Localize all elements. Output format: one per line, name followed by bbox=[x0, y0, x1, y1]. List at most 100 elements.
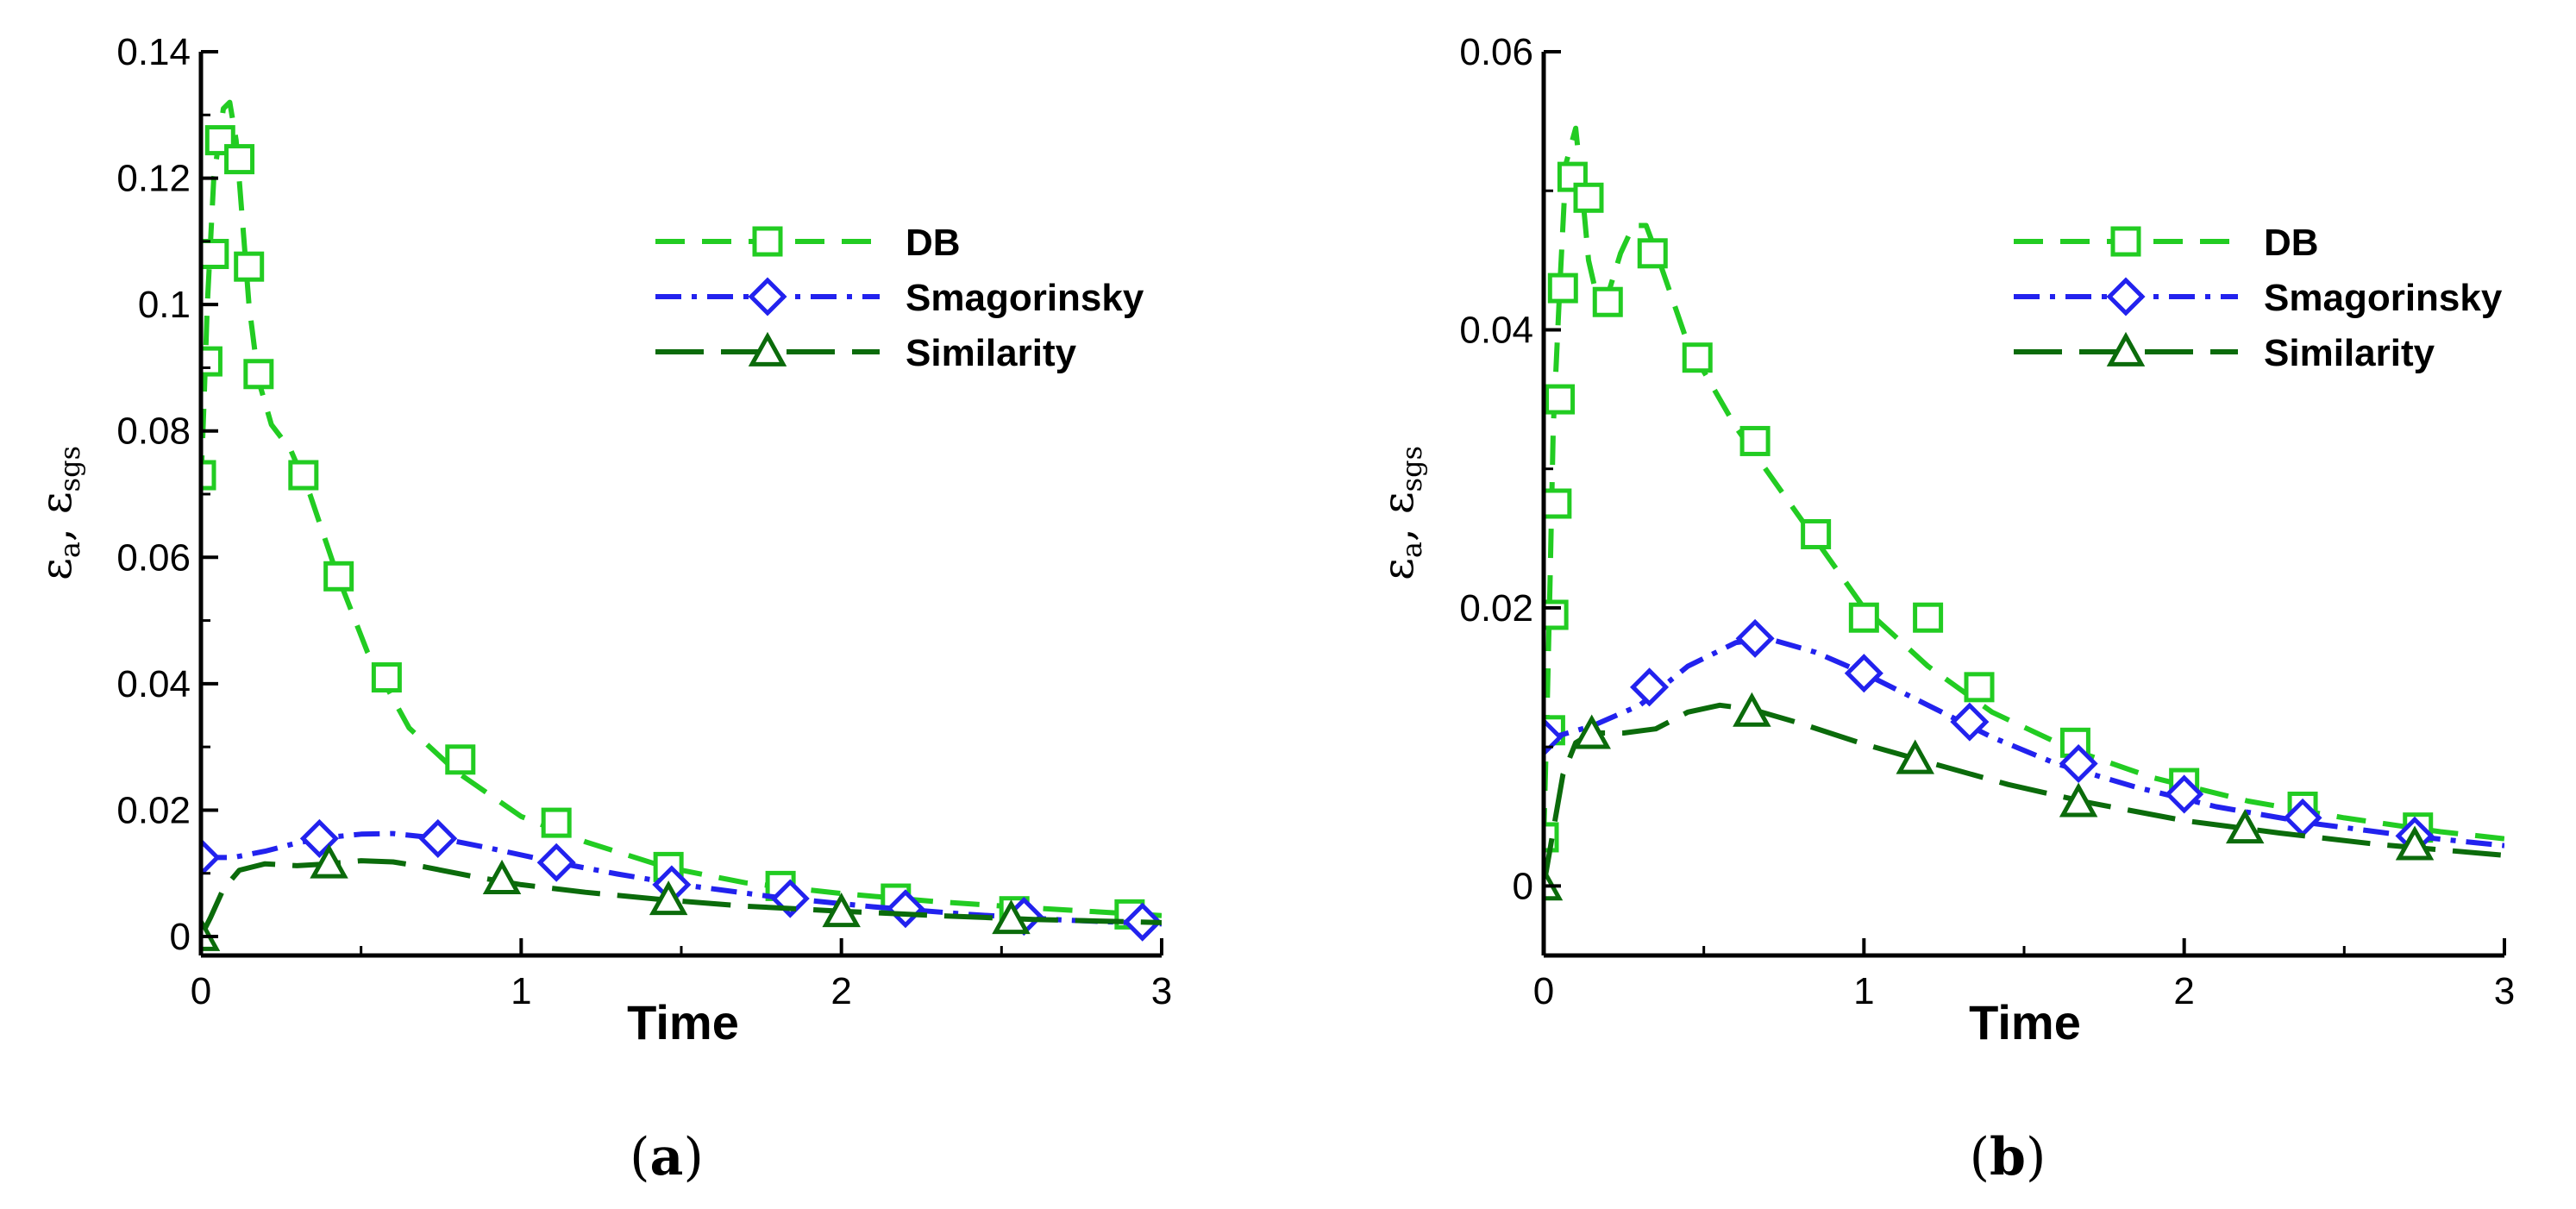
chart-a-y-tick-label: 0.12 bbox=[116, 158, 191, 200]
chart-b-y-tick-label: 0.04 bbox=[1459, 309, 1533, 351]
chart-a-series-similarity-point bbox=[310, 843, 348, 879]
chart-a: 00.020.040.060.080.10.120.140 1 2 3 Time εa… bbox=[31, 31, 1172, 1187]
chart-a-ylabel-sep: , bbox=[31, 514, 81, 542]
chart-a-series-db-point bbox=[201, 346, 223, 377]
chart-a-series-similarity-point bbox=[649, 880, 688, 916]
chart-a-x-tick-label: 1 bbox=[511, 970, 531, 1012]
chart-b-legend: DB Smagorinsky Similarity bbox=[2014, 222, 2503, 374]
chart-a-x-tick-label: 3 bbox=[1151, 970, 1172, 1012]
chart-b-legend-similarity-label: Similarity bbox=[2264, 332, 2435, 374]
chart-a-ylabel-base-2: ε bbox=[31, 492, 81, 514]
chart-b-series-db-point bbox=[1544, 488, 1572, 519]
chart-b-series-db-point bbox=[1544, 599, 1569, 630]
chart-a-series-db-point bbox=[243, 359, 274, 390]
chart-a-y-tick-label: 0.08 bbox=[116, 410, 191, 453]
chart-b-series-db-point bbox=[1801, 518, 1832, 549]
chart-a-x-axis-label: Time bbox=[627, 995, 739, 1049]
chart-a-data-layer bbox=[201, 99, 1162, 951]
chart-b-axes: 0 0.02 0.04 0.06 0 1 2 3 bbox=[1459, 31, 2515, 1012]
chart-a-y-axis-label: εa, εsgs bbox=[31, 446, 86, 580]
chart-b-x-tick-label: 0 bbox=[1533, 970, 1554, 1012]
chart-a-y-tick-label: 0.04 bbox=[116, 663, 191, 705]
chart-b-caption-letter: b bbox=[1990, 1127, 2026, 1187]
chart-a-series-db-point bbox=[323, 561, 354, 592]
chart-a-legend-db-label: DB bbox=[906, 222, 961, 264]
chart-b-series-db-point bbox=[1545, 384, 1576, 415]
chart-b-series-similarity-point bbox=[1733, 692, 1771, 727]
chart-b-series-similarity-point bbox=[2395, 825, 2435, 861]
chart-b: 00.020.040.060 1 2 3 Time εa, εsgs DBSmagor… bbox=[1373, 31, 2515, 1187]
chart-a-series-smagorinsky-point bbox=[201, 837, 221, 877]
chart-a-ylabel-sub1: a bbox=[53, 542, 86, 558]
chart-b-series-similarity-point bbox=[2059, 782, 2098, 817]
chart-b-legend-smagorinsky-marker bbox=[2106, 277, 2146, 316]
chart-b-series-db-point bbox=[1592, 286, 1623, 317]
chart-b-series-similarity-point bbox=[1572, 714, 1611, 749]
chart-a-legend-similarity-marker bbox=[748, 331, 787, 366]
chart-a-series-similarity-point bbox=[992, 899, 1031, 935]
chart-b-series-smagorinsky-point bbox=[2165, 774, 2204, 814]
chart-a-ylabel-base: ε bbox=[31, 558, 81, 580]
chart-a-series-db-line bbox=[201, 99, 1162, 918]
chart-b-x-axis-label: Time bbox=[1969, 995, 2081, 1049]
chart-b-x-tick-label: 2 bbox=[2173, 970, 2194, 1012]
chart-a-series-db-point bbox=[201, 239, 229, 270]
chart-a-y-tick-label: 0.06 bbox=[116, 536, 191, 579]
chart-a-y-tick-label: 0.02 bbox=[116, 789, 191, 831]
chart-b-legend-db-marker bbox=[2110, 226, 2141, 257]
chart-b-series-similarity-point bbox=[1896, 739, 1934, 774]
chart-a-series-db-point bbox=[541, 807, 572, 838]
chart-b-x-tick-label: 1 bbox=[1853, 970, 1874, 1012]
chart-a-axes: 0 0.02 0.04 0.06 0.08 0.1 0.12 0.14 0 1 2 3 bbox=[116, 31, 1172, 1012]
chart-a-series-db-point bbox=[445, 744, 476, 775]
chart-b-series-db-point bbox=[1964, 672, 1995, 703]
chart-a-series-db-point bbox=[204, 125, 235, 156]
chart-b-series-db-line bbox=[1544, 125, 2504, 842]
chart-a-x-tick-label: 0 bbox=[191, 970, 211, 1012]
chart-a-legend-db-marker bbox=[752, 226, 783, 257]
chart-b-y-axis-label: εa, εsgs bbox=[1373, 446, 1428, 580]
chart-a-series-db-point bbox=[288, 460, 319, 491]
chart-a-caption: (a) bbox=[630, 1127, 704, 1187]
chart-b-series-db-point bbox=[1739, 425, 1771, 456]
chart-a-y-tick-label: 0.14 bbox=[116, 31, 191, 73]
chart-a-x-tick-label: 2 bbox=[830, 970, 851, 1012]
chart-a-legend-similarity-label: Similarity bbox=[906, 332, 1077, 374]
chart-b-y-tick-label: 0 bbox=[1513, 865, 1533, 907]
chart-a-series-similarity-point bbox=[822, 893, 861, 928]
chart-b-series-db-point bbox=[1637, 238, 1668, 269]
chart-b-ylabel-sep: , bbox=[1373, 514, 1423, 542]
chart-b-y-tick-label: 0.06 bbox=[1459, 31, 1533, 73]
chart-a-caption-letter: a bbox=[650, 1127, 684, 1187]
chart-a-legend: DB Smagorinsky Similarity bbox=[655, 222, 1144, 374]
chart-b-y-tick-label: 0.02 bbox=[1459, 587, 1533, 630]
chart-a-legend-smagorinsky-marker bbox=[748, 277, 787, 316]
chart-a-y-tick-label: 0 bbox=[170, 916, 191, 958]
chart-b-series-smagorinsky-point bbox=[1950, 702, 1990, 742]
chart-b-series-db-point bbox=[1573, 182, 1604, 213]
chart-a-series-similarity-point bbox=[482, 859, 522, 894]
chart-b-series-similarity-point bbox=[2225, 809, 2265, 844]
chart-b-series-db-point bbox=[1682, 342, 1713, 373]
chart-b-series-smagorinsky-point bbox=[2059, 743, 2098, 784]
chart-b-ylabel-base-2: ε bbox=[1373, 492, 1423, 514]
chart-b-ylabel-sub1: a bbox=[1395, 542, 1428, 558]
chart-b-legend-db-label: DB bbox=[2264, 222, 2319, 264]
chart-b-ylabel-base: ε bbox=[1373, 558, 1423, 580]
chart-b-legend-similarity-marker bbox=[2106, 331, 2146, 366]
chart-a-series-smagorinsky-point bbox=[418, 818, 458, 858]
chart-b-series-smagorinsky-point bbox=[1630, 667, 1670, 707]
chart-b-series-smagorinsky-line bbox=[1544, 636, 2504, 849]
chart-b-legend-smagorinsky-label: Smagorinsky bbox=[2264, 277, 2503, 319]
chart-a-series-db-point bbox=[371, 662, 402, 693]
chart-b-data-layer bbox=[1544, 125, 2504, 901]
chart-a-ylabel-sub2: sgs bbox=[53, 446, 86, 492]
chart-a-series-db-point bbox=[224, 144, 255, 175]
chart-b-ylabel-sub2: sgs bbox=[1395, 446, 1428, 492]
chart-a-legend-smagorinsky-label: Smagorinsky bbox=[906, 277, 1144, 319]
chart-b-series-similarity-line bbox=[1544, 702, 2504, 886]
chart-b-series-db-point bbox=[1848, 602, 1879, 633]
chart-b-series-smagorinsky-point bbox=[1735, 618, 1775, 658]
chart-b-series-smagorinsky-point bbox=[1844, 654, 1883, 693]
